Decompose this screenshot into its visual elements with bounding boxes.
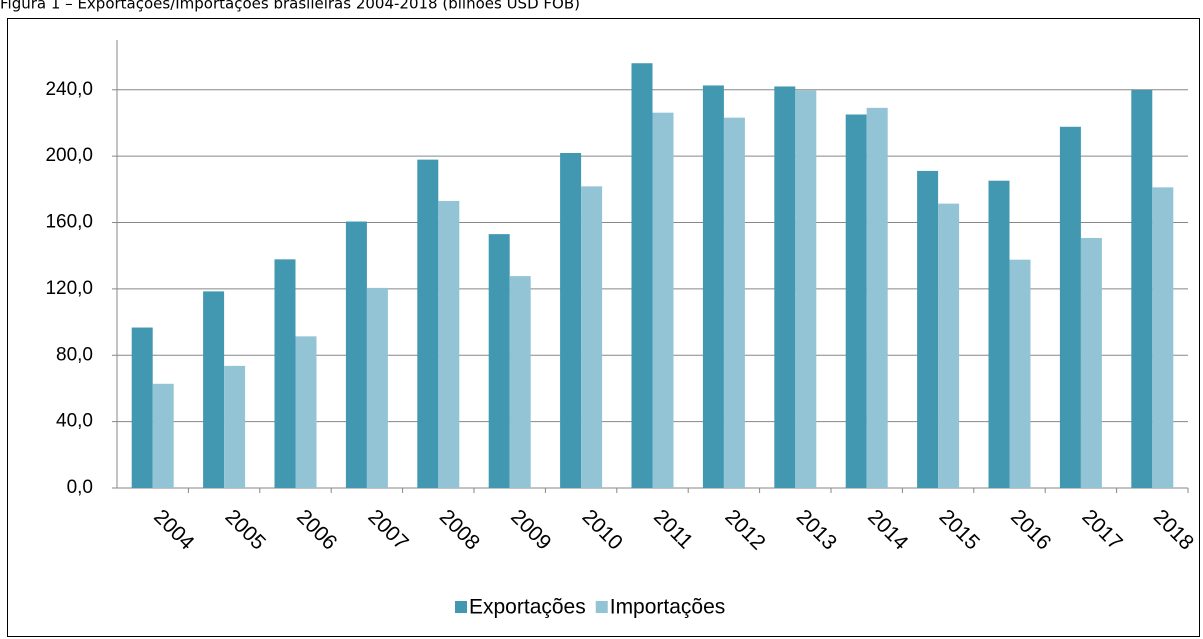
y-tick-label: 240,0 [45, 79, 93, 100]
bar [438, 200, 460, 488]
bar [631, 63, 653, 489]
y-tick-label: 0,0 [67, 477, 93, 498]
bar [1080, 237, 1102, 488]
legend-label: Exportações [469, 596, 586, 619]
y-tick-label: 160,0 [45, 212, 93, 233]
bar [224, 365, 246, 488]
chart-title: Figura 1 – Exportações/Importações brasi… [0, 0, 580, 13]
bar [795, 90, 817, 488]
bar [938, 203, 960, 488]
bar [274, 259, 296, 488]
y-tick-label: 40,0 [56, 411, 93, 432]
bar [366, 287, 388, 488]
bar [866, 107, 888, 488]
bar [417, 159, 439, 488]
y-tick-label: 120,0 [45, 278, 93, 299]
bar [1059, 126, 1081, 488]
y-tick-label: 200,0 [45, 145, 93, 166]
bar [702, 85, 724, 488]
bar [152, 383, 174, 488]
bar [723, 117, 745, 489]
bar [988, 180, 1010, 488]
bar [1131, 89, 1153, 489]
bar [917, 170, 939, 488]
legend-swatch [595, 601, 608, 613]
bar [345, 221, 367, 489]
bar [488, 234, 510, 488]
bar [774, 86, 796, 488]
y-tick-label: 80,0 [56, 344, 93, 365]
bar [581, 186, 603, 488]
bar [203, 291, 225, 488]
bar [1152, 187, 1174, 488]
bar [1009, 259, 1031, 488]
bar [509, 276, 531, 488]
bar [560, 152, 582, 489]
bar [652, 112, 674, 489]
bar [845, 114, 867, 489]
legend-label: Importações [610, 596, 726, 619]
bar [295, 336, 317, 488]
legend-swatch [455, 601, 467, 613]
bar [131, 327, 153, 488]
